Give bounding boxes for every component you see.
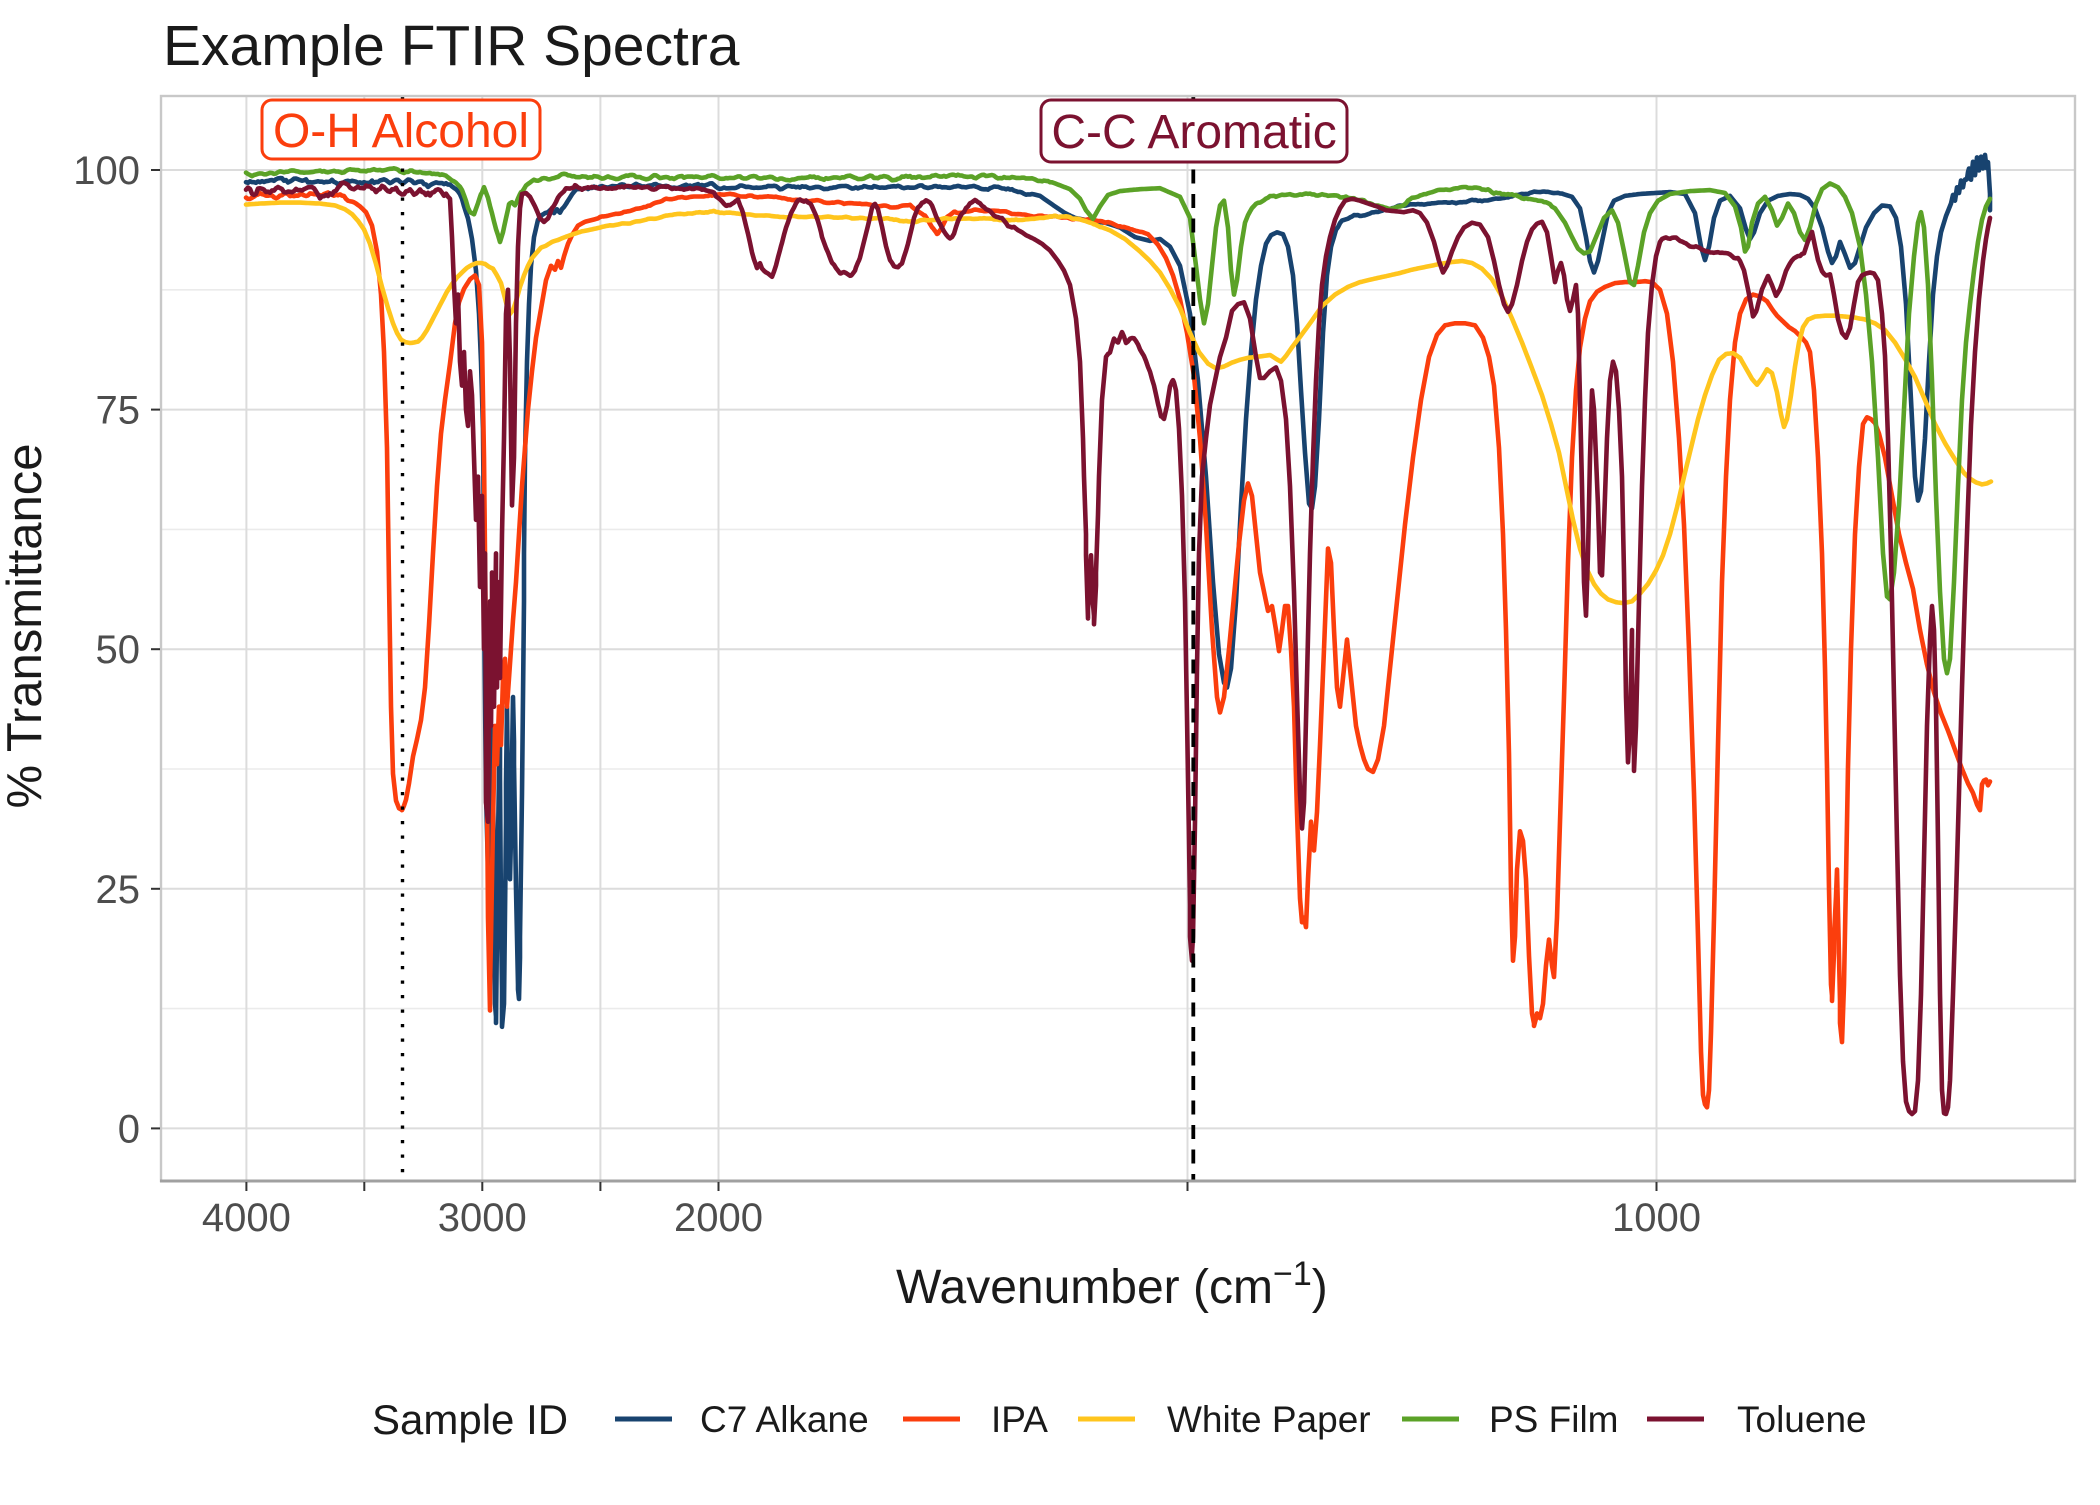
svg-text:% Transmittance: % Transmittance bbox=[0, 444, 52, 809]
svg-text:C-C Aromatic: C-C Aromatic bbox=[1051, 106, 1336, 159]
svg-text:3000: 3000 bbox=[438, 1196, 527, 1240]
svg-text:C7 Alkane: C7 Alkane bbox=[700, 1399, 869, 1440]
svg-text:100: 100 bbox=[73, 149, 140, 193]
svg-text:2000: 2000 bbox=[674, 1196, 763, 1240]
svg-text:25: 25 bbox=[96, 868, 141, 912]
svg-text:Example FTIR Spectra: Example FTIR Spectra bbox=[163, 14, 740, 78]
svg-text:O-H Alcohol: O-H Alcohol bbox=[273, 105, 529, 158]
svg-text:White Paper: White Paper bbox=[1167, 1399, 1371, 1440]
svg-text:Wavenumber (cm−1): Wavenumber (cm−1) bbox=[896, 1255, 1328, 1314]
svg-text:PS Film: PS Film bbox=[1489, 1399, 1619, 1440]
svg-text:75: 75 bbox=[96, 389, 141, 433]
svg-text:50: 50 bbox=[96, 628, 141, 672]
svg-text:0: 0 bbox=[118, 1107, 140, 1151]
svg-text:4000: 4000 bbox=[202, 1196, 291, 1240]
svg-text:Toluene: Toluene bbox=[1737, 1399, 1867, 1440]
svg-text:1000: 1000 bbox=[1612, 1196, 1701, 1240]
svg-text:Sample ID: Sample ID bbox=[372, 1396, 568, 1443]
svg-text:IPA: IPA bbox=[991, 1399, 1048, 1440]
